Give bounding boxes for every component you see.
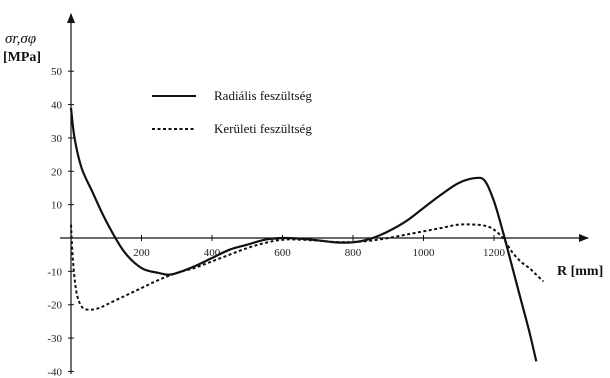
x-tick-label: 1200 [483,247,506,259]
y-tick-label: 40 [51,100,63,112]
y-tick-label: 30 [51,133,63,145]
legend-label-radial: Radiális feszültség [214,88,312,103]
y-tick-label: -20 [47,300,62,312]
x-tick-label: 1000 [413,247,436,259]
y-tick-label: -40 [47,366,62,378]
y-axis-symbol-label: σr,σφ [5,31,36,47]
y-axis-unit-label: [MPa] [3,50,41,65]
x-tick-label: 200 [133,247,150,259]
y-tick-label: -10 [47,266,62,278]
y-tick-label: -30 [47,333,62,345]
series-line-tangential [70,223,545,311]
x-tick-label: 600 [274,247,291,259]
legend-label-tangential: Kerületi feszültség [214,121,312,136]
y-tick-label: 10 [51,200,63,212]
y-tick-label: 50 [51,66,63,78]
x-tick-label: 800 [345,247,362,259]
series-group [69,107,545,362]
tick-group: 200 400 600 800 1000 12001020304050-10-20-30-… [47,66,505,378]
series-line-radial [69,107,538,362]
legend: Radiális feszültség Kerületi feszültség [152,88,312,136]
x-axis-label: R [mm] [557,264,603,279]
y-tick-label: 20 [51,166,63,178]
